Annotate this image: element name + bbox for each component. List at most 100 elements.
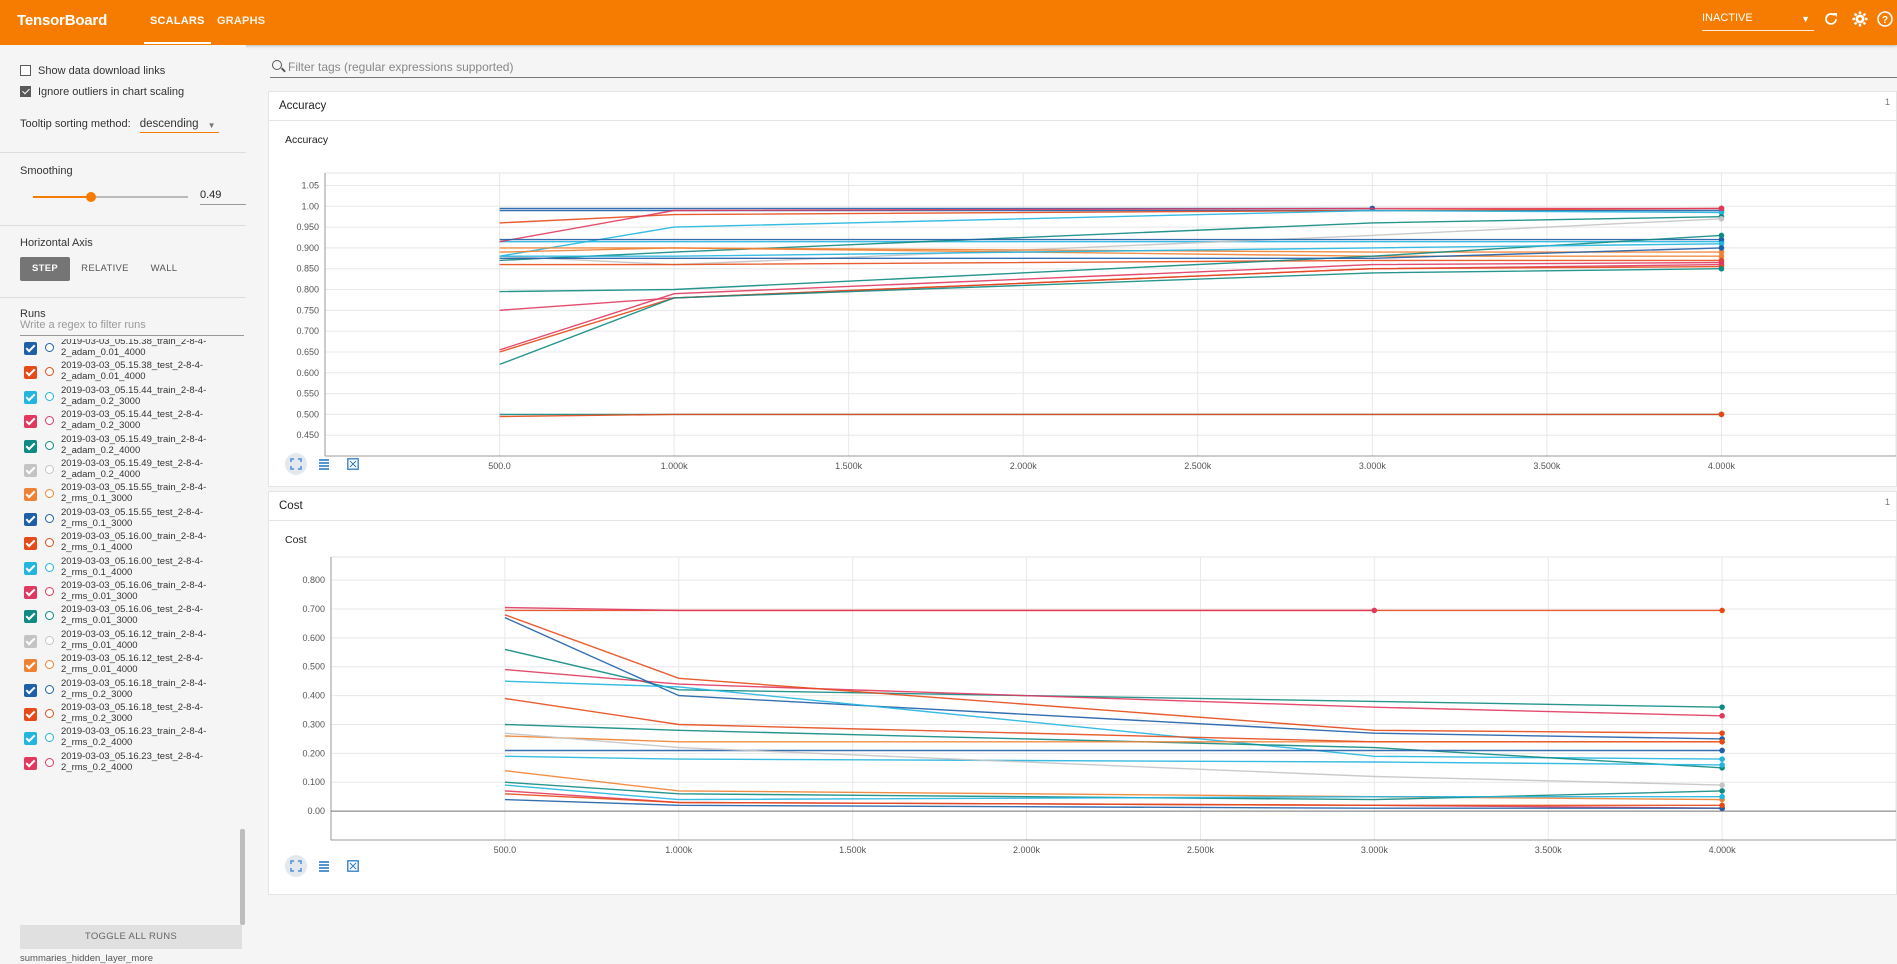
run-color-swatch[interactable]: [45, 635, 54, 645]
run-checkbox[interactable]: [24, 732, 37, 746]
show-download-links-checkbox[interactable]: [20, 64, 31, 76]
series-line: [504, 614, 1723, 734]
runs-scrollbar[interactable]: [240, 829, 245, 925]
run-color-swatch[interactable]: [45, 684, 54, 694]
run-color-swatch[interactable]: [45, 611, 54, 621]
run-item[interactable]: 2019-03-03_05.16.06_train_2-8-4- 2_rms_0.…: [24, 580, 236, 608]
run-color-swatch[interactable]: [45, 440, 54, 450]
run-color-swatch[interactable]: [45, 538, 54, 548]
run-checkbox[interactable]: [24, 415, 37, 429]
run-checkbox[interactable]: [24, 488, 37, 502]
y-tick-label: 0.950: [296, 222, 319, 232]
run-color-swatch[interactable]: [45, 587, 54, 596]
run-checkbox[interactable]: [24, 561, 37, 575]
run-item[interactable]: 2019-03-03_05.16.06_test_2-8-4- 2_rms_0.0…: [24, 604, 236, 632]
tag-filter-input[interactable]: Filter tags (regular expressions support…: [270, 59, 1897, 78]
reload-icon[interactable]: [1822, 11, 1840, 29]
run-item[interactable]: 2019-03-03_05.15.55_train_2-8-4- 2_rms_0.…: [24, 482, 236, 510]
run-color-swatch[interactable]: [45, 465, 54, 474]
run-name-line: 2_adam_0.2_3000: [61, 420, 141, 432]
x-tick-label: 1.000k: [665, 845, 693, 855]
series-line: [504, 668, 1723, 717]
run-name-line: 2_adam_0.01_4000: [61, 347, 146, 358]
run-name: 2019-03-03_05.16.23_train_2-8-4- 2_rms_0.…: [61, 726, 241, 748]
toggle-log-scale-icon[interactable]: [313, 855, 335, 877]
run-checkbox[interactable]: [24, 634, 37, 648]
run-item[interactable]: 2019-03-03_05.15.38_train_2-8-4- 2_adam_0…: [24, 339, 236, 364]
run-checkbox[interactable]: [24, 683, 37, 697]
run-checkbox[interactable]: [24, 537, 37, 551]
run-checkbox[interactable]: [24, 659, 37, 673]
run-color-swatch[interactable]: [45, 757, 54, 767]
toggle-log-scale-icon[interactable]: [313, 453, 335, 475]
run-color-swatch[interactable]: [45, 343, 54, 352]
run-item[interactable]: 2019-03-03_05.16.23_test_2-8-4- 2_rms_0.2…: [24, 751, 236, 775]
run-item[interactable]: 2019-03-03_05.16.18_train_2-8-4- 2_rms_0.…: [24, 678, 236, 706]
settings-gear-icon[interactable]: [1851, 11, 1869, 29]
help-icon[interactable]: ?: [1876, 11, 1894, 29]
run-name-line: 2019-03-03_05.15.49_test_2-8-4-: [61, 458, 204, 469]
run-checkbox[interactable]: [24, 464, 37, 477]
fullscreen-icon[interactable]: [285, 453, 307, 475]
section-header[interactable]: Cost 1: [269, 492, 1896, 521]
run-item[interactable]: 2019-03-03_05.15.49_train_2-8-4- 2_adam_0…: [24, 434, 236, 462]
run-item[interactable]: 2019-03-03_05.16.12_test_2-8-4- 2_rms_0.0…: [24, 653, 236, 681]
run-color-swatch[interactable]: [45, 489, 54, 499]
run-checkbox[interactable]: [24, 586, 37, 599]
run-checkbox[interactable]: [24, 610, 37, 624]
smoothing-value-input[interactable]: 0.49: [200, 189, 246, 205]
x-tick-label: 3.000k: [1361, 845, 1389, 855]
axis-relative-button[interactable]: RELATIVE: [81, 263, 129, 274]
tab-graphs[interactable]: GRAPHS: [217, 15, 266, 27]
run-item[interactable]: 2019-03-03_05.15.38_test_2-8-4- 2_adam_0.…: [24, 360, 236, 388]
x-tick-label: 4.000k: [1708, 461, 1736, 471]
run-item[interactable]: 2019-03-03_05.16.23_train_2-8-4- 2_rms_0.…: [24, 726, 236, 754]
axis-wall-button[interactable]: WALL: [150, 263, 178, 274]
cost-chart[interactable]: 500.0 1.000k 1.500k 2.000k 2.500k 3.000k 3.500…: [269, 492, 1896, 894]
run-color-swatch[interactable]: [45, 416, 54, 426]
run-name-line: 2019-03-03_05.16.06_train_2-8-4-: [61, 580, 207, 591]
run-color-swatch[interactable]: [45, 660, 54, 670]
run-checkbox[interactable]: [24, 390, 37, 404]
run-checkbox[interactable]: [24, 708, 37, 721]
run-color-swatch[interactable]: [45, 391, 54, 401]
run-item[interactable]: 2019-03-03_05.15.44_test_2-8-4- 2_adam_0.…: [24, 409, 236, 437]
run-item[interactable]: 2019-03-03_05.15.44_train_2-8-4- 2_adam_0…: [24, 385, 236, 413]
run-checkbox[interactable]: [24, 366, 37, 380]
tab-scalars[interactable]: SCALARS: [144, 15, 211, 44]
tooltip-sorting-dropdown[interactable]: descending ▼: [139, 118, 219, 133]
run-item[interactable]: 2019-03-03_05.16.00_test_2-8-4- 2_rms_0.1…: [24, 556, 236, 584]
chart-toolbar: [285, 855, 366, 877]
run-checkbox[interactable]: [24, 756, 37, 770]
run-color-swatch[interactable]: [45, 733, 54, 743]
run-checkbox[interactable]: [24, 439, 37, 453]
fullscreen-icon[interactable]: [285, 855, 307, 877]
axis-step-button[interactable]: STEP: [20, 257, 70, 281]
show-download-links-option[interactable]: Show data download links: [20, 64, 165, 77]
smoothing-slider[interactable]: [33, 192, 188, 202]
run-color-swatch[interactable]: [45, 562, 54, 572]
run-checkbox[interactable]: [24, 342, 37, 355]
smoothing-slider-knob[interactable]: [85, 192, 96, 202]
run-name-line: 2_rms_0.01_4000: [61, 664, 138, 676]
accuracy-chart[interactable]: 500.0 1.000k 1.500k 2.000k 2.500k 3.000k 3.500…: [269, 92, 1896, 486]
run-color-swatch[interactable]: [45, 513, 54, 523]
run-item[interactable]: 2019-03-03_05.15.55_test_2-8-4- 2_rms_0.1…: [24, 507, 236, 535]
ignore-outliers-checkbox[interactable]: [20, 85, 31, 97]
run-checkbox[interactable]: [24, 512, 37, 526]
fit-domain-icon[interactable]: [342, 855, 364, 877]
ignore-outliers-option[interactable]: Ignore outliers in chart scaling: [20, 85, 184, 98]
run-name-line: 2_rms_0.01_3000: [61, 615, 138, 627]
run-name-line: 2019-03-03_05.15.44_test_2-8-4-: [61, 409, 204, 421]
run-item[interactable]: 2019-03-03_05.16.12_train_2-8-4- 2_rms_0.…: [24, 629, 236, 657]
run-item[interactable]: 2019-03-03_05.16.00_train_2-8-4- 2_rms_0.…: [24, 531, 236, 559]
run-item[interactable]: 2019-03-03_05.15.49_test_2-8-4- 2_adam_0.…: [24, 458, 236, 486]
run-color-swatch[interactable]: [45, 367, 54, 377]
section-header[interactable]: Accuracy 1: [269, 92, 1896, 121]
fit-domain-icon[interactable]: [342, 453, 364, 475]
status-select[interactable]: INACTIVE ▼: [1702, 12, 1814, 31]
runs-filter-input[interactable]: Write a regex to filter runs: [20, 319, 244, 336]
y-tick-label: 0.600: [296, 368, 319, 378]
run-item[interactable]: 2019-03-03_05.16.18_test_2-8-4- 2_rms_0.2…: [24, 702, 236, 730]
run-color-swatch[interactable]: [45, 709, 54, 718]
